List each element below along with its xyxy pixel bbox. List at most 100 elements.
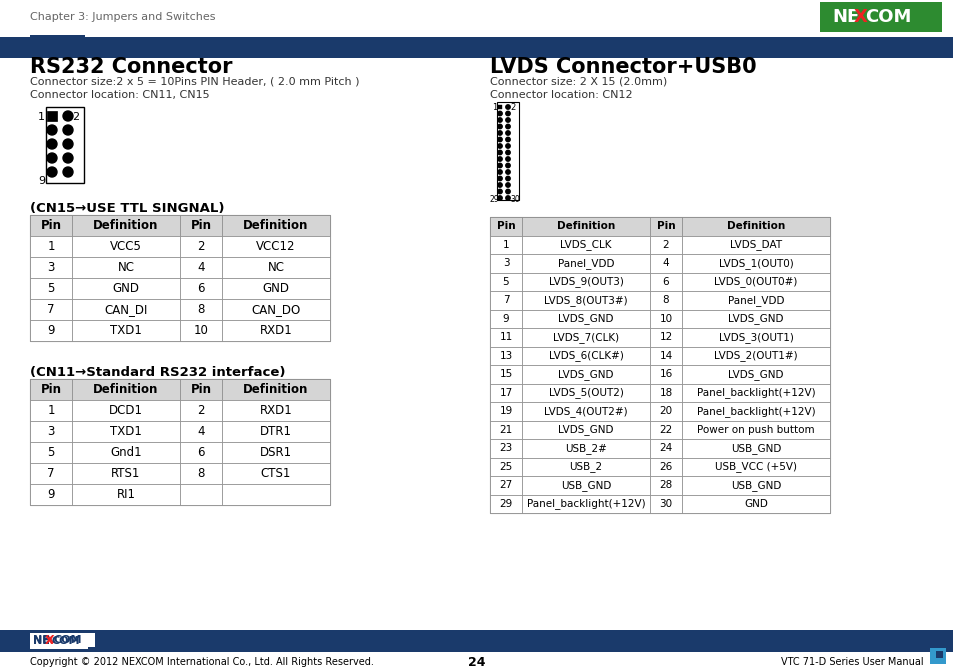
Bar bbox=[649, 476, 681, 495]
Bar bbox=[0, 47, 953, 58]
Text: Power on push buttom: Power on push buttom bbox=[697, 425, 814, 435]
Text: LVDS_4(OUT2#): LVDS_4(OUT2#) bbox=[543, 406, 627, 417]
Bar bbox=[681, 254, 829, 273]
Text: RXD1: RXD1 bbox=[259, 404, 292, 417]
Circle shape bbox=[47, 139, 57, 149]
Bar bbox=[649, 384, 681, 402]
Circle shape bbox=[63, 125, 73, 135]
Bar bbox=[71, 320, 180, 341]
Text: 15: 15 bbox=[498, 369, 512, 379]
Text: Panel_backlight(+12V): Panel_backlight(+12V) bbox=[696, 406, 815, 417]
Text: 30: 30 bbox=[510, 195, 519, 204]
Bar bbox=[222, 320, 330, 341]
Text: VTC 71-D Series User Manual: VTC 71-D Series User Manual bbox=[781, 657, 923, 667]
Bar bbox=[180, 215, 222, 236]
Text: 4: 4 bbox=[197, 261, 205, 274]
Text: RXD1: RXD1 bbox=[259, 324, 292, 337]
Bar bbox=[649, 254, 681, 273]
Text: Definition: Definition bbox=[243, 219, 309, 232]
Text: 2: 2 bbox=[197, 404, 205, 417]
Circle shape bbox=[505, 163, 510, 168]
Text: 2: 2 bbox=[510, 103, 515, 112]
Bar bbox=[820, 2, 941, 32]
Text: 25: 25 bbox=[498, 462, 512, 472]
Text: TXD1: TXD1 bbox=[110, 425, 142, 438]
Bar bbox=[180, 278, 222, 299]
Bar bbox=[180, 236, 222, 257]
Bar bbox=[180, 463, 222, 484]
Text: Pin: Pin bbox=[191, 383, 212, 396]
Text: 12: 12 bbox=[659, 332, 672, 342]
Bar bbox=[490, 328, 521, 347]
Bar bbox=[180, 320, 222, 341]
Bar bbox=[490, 235, 521, 254]
Text: 2: 2 bbox=[197, 240, 205, 253]
Bar bbox=[490, 402, 521, 421]
Text: X: X bbox=[45, 636, 53, 646]
Circle shape bbox=[505, 105, 510, 110]
Text: 21: 21 bbox=[498, 425, 512, 435]
Bar bbox=[490, 458, 521, 476]
Text: Pin: Pin bbox=[497, 221, 515, 231]
Text: USB_2#: USB_2# bbox=[564, 443, 606, 454]
Bar bbox=[180, 484, 222, 505]
Text: 24: 24 bbox=[468, 655, 485, 669]
Bar bbox=[180, 421, 222, 442]
Text: 26: 26 bbox=[659, 462, 672, 472]
Bar bbox=[490, 217, 829, 513]
Text: Connector location: CN12: Connector location: CN12 bbox=[490, 90, 632, 100]
Bar bbox=[71, 299, 180, 320]
Text: NE: NE bbox=[33, 636, 50, 646]
Bar bbox=[649, 495, 681, 513]
Text: Connector size: 2 X 15 (2.0mm): Connector size: 2 X 15 (2.0mm) bbox=[490, 76, 666, 86]
Bar bbox=[521, 458, 649, 476]
Text: 5: 5 bbox=[502, 277, 509, 287]
Text: 4: 4 bbox=[662, 258, 669, 268]
Bar bbox=[490, 291, 521, 310]
Bar bbox=[497, 105, 501, 110]
Text: CAN_DO: CAN_DO bbox=[251, 303, 300, 316]
Text: 24: 24 bbox=[659, 444, 672, 453]
Bar bbox=[490, 495, 521, 513]
Text: 18: 18 bbox=[659, 388, 672, 398]
Bar bbox=[681, 273, 829, 291]
Bar bbox=[681, 421, 829, 439]
Text: Definition: Definition bbox=[93, 383, 158, 396]
Bar bbox=[490, 254, 521, 273]
Bar bbox=[30, 633, 95, 647]
Text: LVDS_CLK: LVDS_CLK bbox=[559, 239, 611, 250]
Text: 28: 28 bbox=[659, 480, 672, 491]
Bar bbox=[30, 421, 71, 442]
Bar bbox=[30, 299, 71, 320]
Bar bbox=[521, 439, 649, 458]
Bar bbox=[71, 463, 180, 484]
Bar bbox=[0, 37, 953, 58]
Bar bbox=[30, 633, 88, 649]
Bar bbox=[681, 310, 829, 328]
Bar bbox=[681, 235, 829, 254]
Bar bbox=[521, 291, 649, 310]
Circle shape bbox=[497, 151, 501, 155]
Circle shape bbox=[63, 167, 73, 177]
Text: LVDS_0(OUT0#): LVDS_0(OUT0#) bbox=[714, 276, 797, 287]
Bar bbox=[649, 291, 681, 310]
Bar bbox=[490, 273, 521, 291]
Text: RTS1: RTS1 bbox=[112, 467, 140, 480]
Bar bbox=[521, 476, 649, 495]
Circle shape bbox=[497, 137, 501, 142]
Bar bbox=[71, 236, 180, 257]
Text: Gnd1: Gnd1 bbox=[111, 446, 142, 459]
Text: 7: 7 bbox=[48, 467, 54, 480]
Circle shape bbox=[497, 163, 501, 168]
Text: LVDS_GND: LVDS_GND bbox=[727, 369, 783, 380]
Text: CTS1: CTS1 bbox=[260, 467, 291, 480]
Bar bbox=[681, 384, 829, 402]
Text: LVDS_GND: LVDS_GND bbox=[558, 369, 613, 380]
Text: RI1: RI1 bbox=[116, 488, 135, 501]
Bar bbox=[649, 235, 681, 254]
Bar bbox=[681, 217, 829, 235]
Text: 10: 10 bbox=[659, 314, 672, 324]
Bar bbox=[222, 379, 330, 400]
Bar bbox=[0, 630, 953, 652]
Text: TXD1: TXD1 bbox=[110, 324, 142, 337]
